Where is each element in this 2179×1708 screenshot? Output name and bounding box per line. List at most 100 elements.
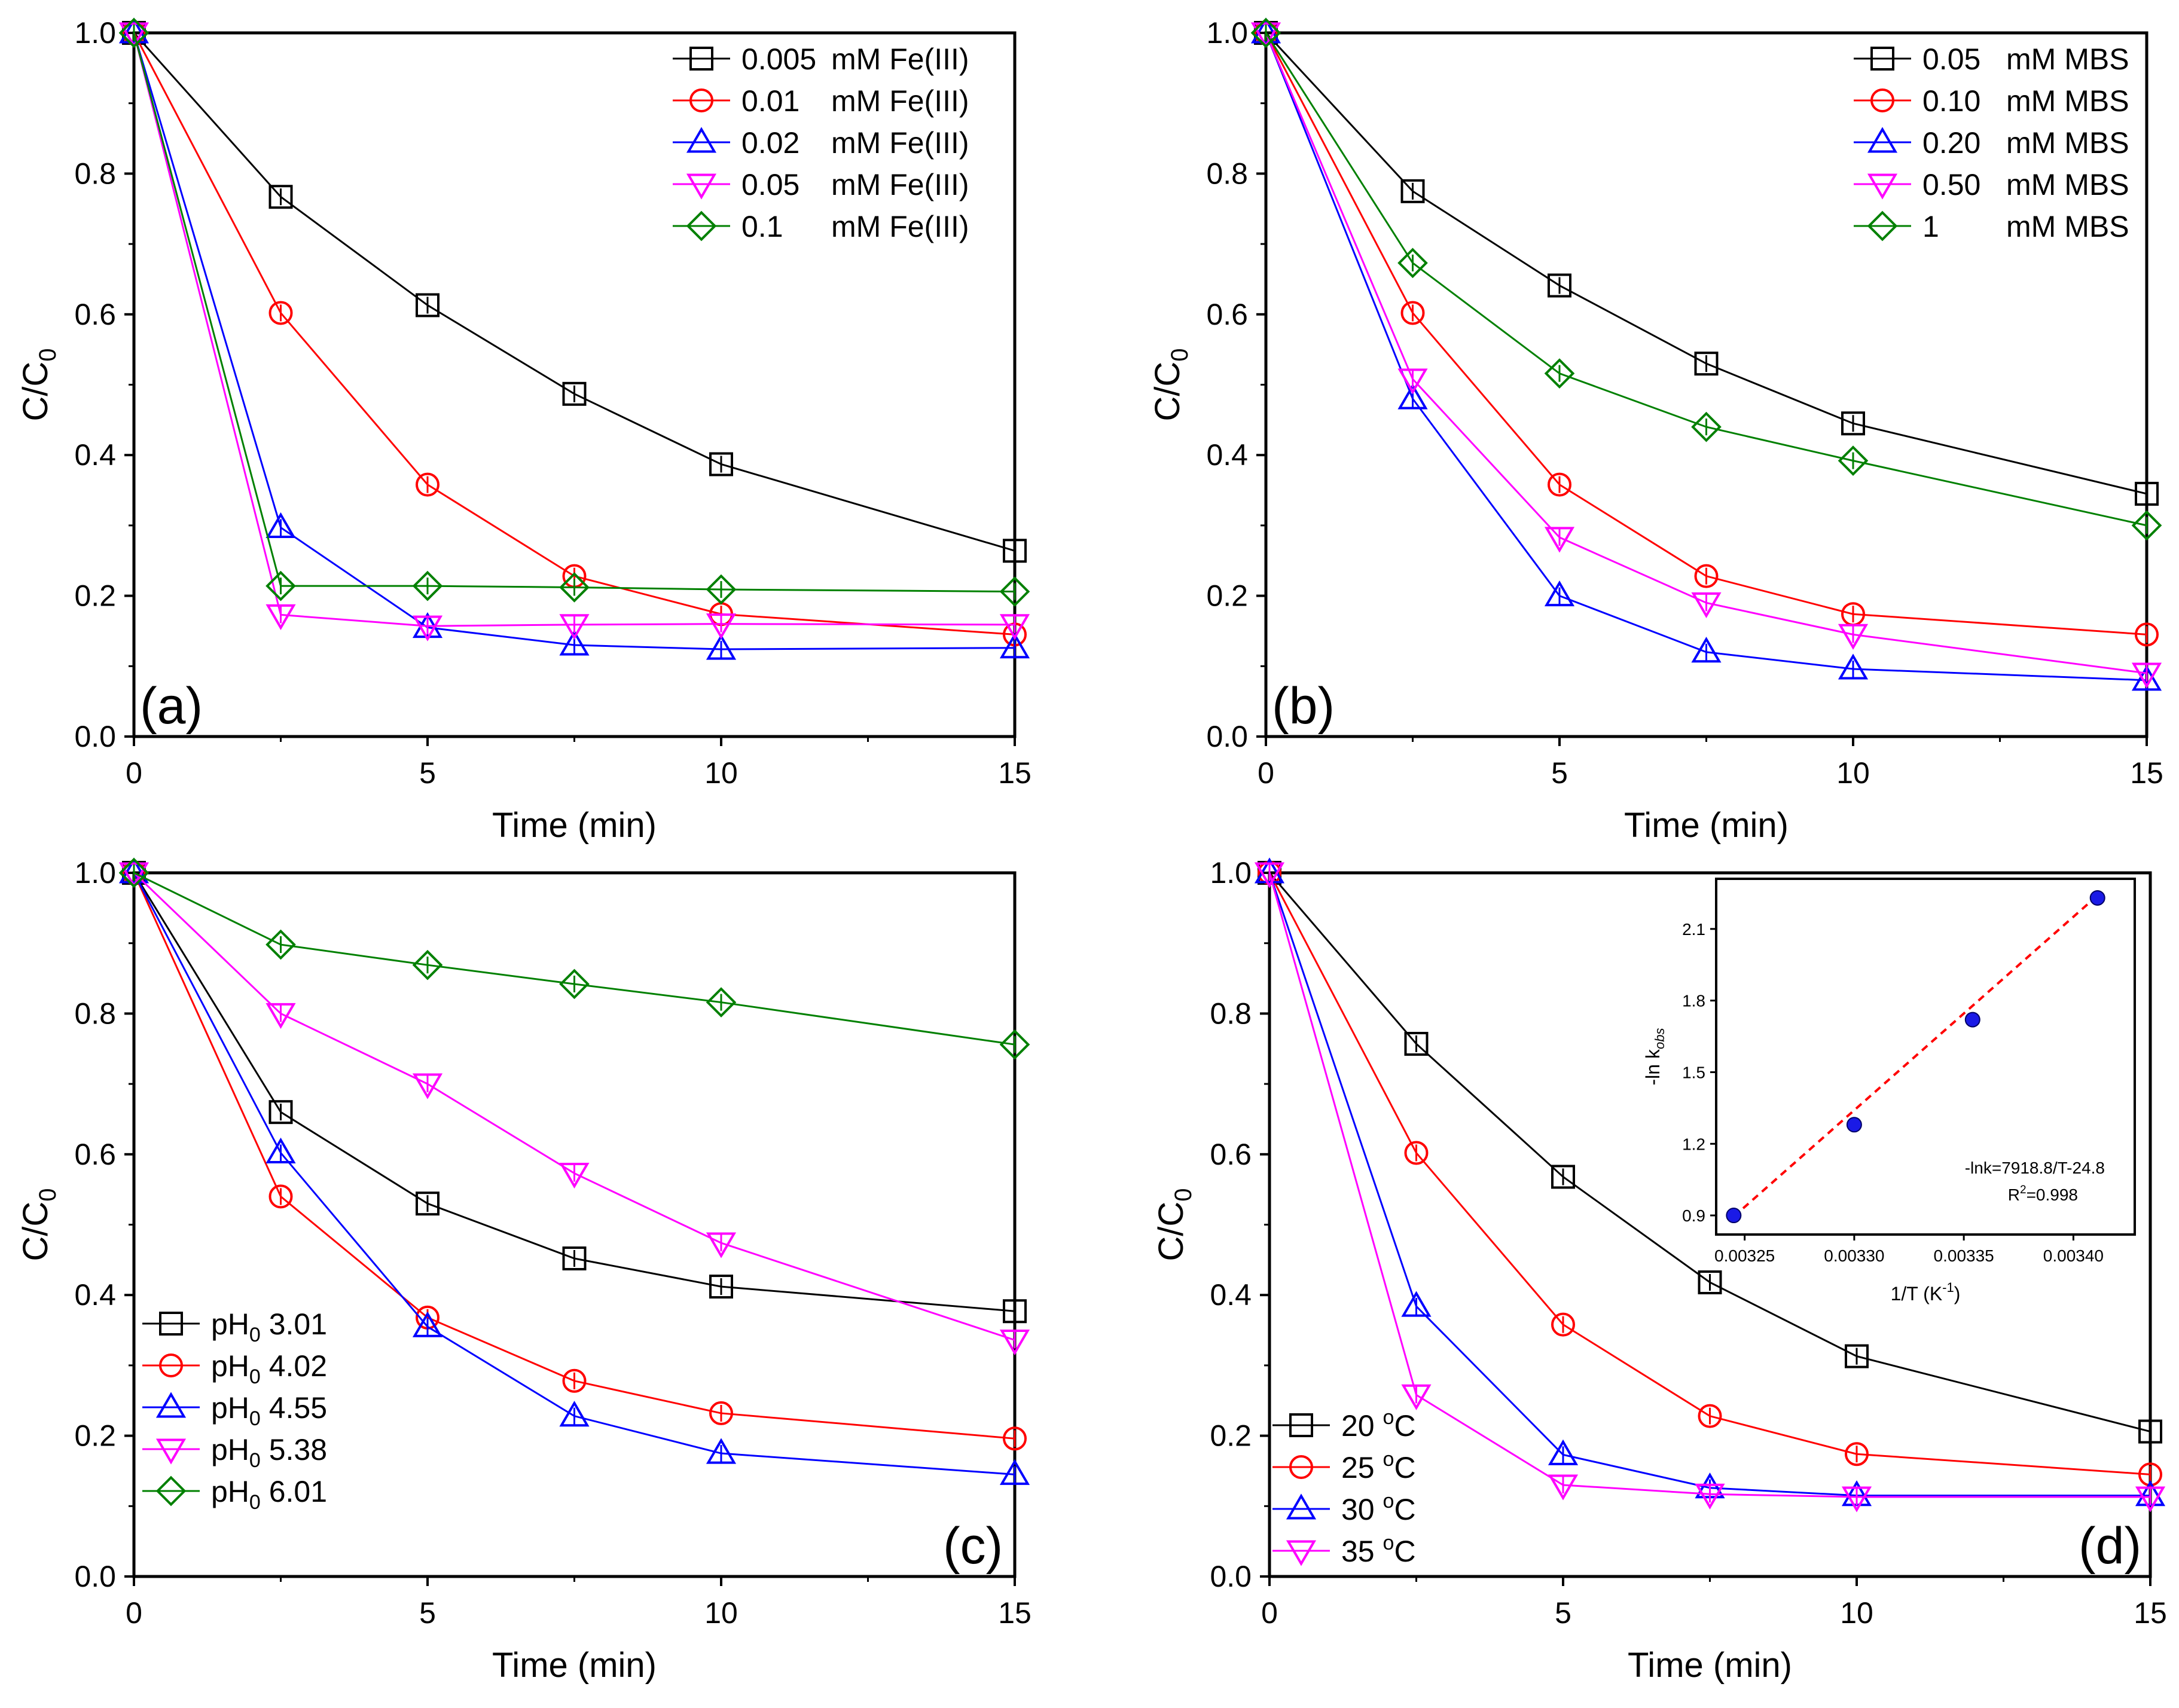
data-point (559, 968, 590, 1000)
x-tick-label: 10 (1836, 756, 1870, 790)
data-point (709, 452, 733, 476)
data-point (265, 1003, 296, 1029)
data-point-shape (265, 570, 296, 601)
data-point (1404, 1141, 1429, 1165)
data-point-shape (118, 17, 149, 44)
data-point (1841, 411, 1865, 436)
data-point-shape (1838, 624, 1869, 650)
data-point (412, 1311, 443, 1337)
legend-marker-shape (686, 127, 717, 153)
legend-marker-shape (689, 88, 713, 112)
legend-unit: C (1394, 1535, 1415, 1568)
legend-label: 0.20 mM MBS (1922, 126, 2129, 160)
data-point-shape (268, 1100, 293, 1125)
legend-marker-shape (159, 1353, 183, 1377)
data-point (416, 1191, 440, 1216)
series-1 (1258, 861, 2162, 1487)
data-point-shape (559, 572, 590, 603)
data-point (1841, 1486, 1872, 1513)
data-point-shape (1698, 1404, 1722, 1428)
series-line (1268, 872, 2150, 1498)
series-1 (1254, 21, 2159, 647)
legend-unit: mM MBS (2006, 126, 2129, 160)
data-point (1838, 445, 1869, 476)
legend-unit: C (1394, 1409, 1415, 1443)
data-point-shape (706, 634, 737, 660)
data-point (999, 614, 1030, 640)
data-point-shape (265, 1003, 296, 1029)
legend-marker (686, 210, 717, 242)
legend-marker (1286, 1493, 1317, 1520)
data-point-shape (1401, 1384, 1432, 1410)
legend-marker (1286, 1540, 1317, 1566)
legend-marker (155, 1392, 187, 1418)
series-0 (122, 861, 1027, 1324)
series-3 (118, 22, 1030, 641)
legend-item: 20 oC (1272, 1406, 1416, 1443)
data-point-shape (1548, 472, 1571, 497)
data-point-shape (1254, 862, 1285, 888)
data-point (1694, 564, 1719, 588)
data-point-shape (1695, 1483, 1725, 1510)
data-point (118, 857, 149, 888)
legend-marker-shape (686, 173, 717, 200)
legend-label: 25 oC (1341, 1448, 1416, 1484)
y-tick-label: 0.4 (74, 1278, 116, 1312)
data-point (2135, 481, 2159, 506)
data-point-shape (1838, 445, 1869, 476)
data-point (268, 301, 293, 325)
x-tick-label: 5 (419, 1596, 436, 1630)
y-axis-label: C/C0 (1148, 348, 1193, 421)
data-point-shape (2131, 510, 2162, 541)
panel-label: (b) (1272, 677, 1335, 735)
data-point (118, 857, 149, 884)
y-axis-label-sub: 0 (35, 348, 61, 361)
inset-equation: -lnk=7918.8/T-24.8 (1965, 1159, 2105, 1177)
legend-item: 0.50 mM MBS (1854, 168, 2129, 201)
series-4 (118, 17, 1030, 607)
series-3 (118, 862, 1030, 1356)
y-axis-label: C/C0 (16, 348, 61, 421)
legend-prefix: pH (211, 1349, 249, 1383)
legend-label: 20 oC (1341, 1406, 1416, 1443)
data-point-shape (1548, 273, 1571, 298)
x-axis-label: Time (min) (1624, 806, 1789, 845)
data-point-shape (118, 862, 149, 888)
data-point-shape (1400, 301, 1425, 325)
data-point (1698, 1404, 1722, 1428)
inset-y-axis-label: -ln kobs (1642, 1028, 1667, 1086)
x-tick-label: 10 (1840, 1596, 1873, 1630)
series-line (1268, 872, 2150, 1497)
legend-item: 35 oC (1272, 1532, 1416, 1568)
legend-prefix: pH (211, 1475, 249, 1508)
inset-y-tick-label: 0.9 (1682, 1206, 1705, 1225)
data-point-shape (1544, 527, 1575, 553)
inset-y-tick-label: 1.8 (1682, 992, 1705, 1010)
data-point-shape (1548, 1474, 1579, 1501)
legend-item: 0.20 mM MBS (1854, 126, 2129, 160)
data-point-shape (268, 185, 293, 209)
data-point-shape (265, 604, 296, 630)
legend-value: 0.1 (741, 210, 783, 243)
data-point (412, 949, 443, 980)
data-point (2131, 665, 2162, 691)
series-3 (1250, 22, 2162, 689)
legend-prefix: pH (211, 1433, 249, 1466)
y-axis-label: C/C0 (1152, 1188, 1197, 1261)
series-line (1268, 872, 2151, 1432)
legend-label: pH0 5.38 (211, 1433, 327, 1472)
legend-item: 0.1 mM Fe(III) (673, 210, 969, 243)
data-point (1003, 539, 1027, 563)
data-point (1845, 1442, 1869, 1466)
data-point (1698, 1270, 1722, 1295)
data-point-shape (2135, 481, 2159, 506)
inset-x-axis-label: 1/T (K-1) (1891, 1280, 1961, 1304)
legend: 0.05 mM MBS 0.10 mM MBS 0.20 mM MBS 0.50 mM MBS… (1854, 42, 2129, 243)
legend-value: 0.05 (1922, 42, 1980, 76)
legend-unit: mM MBS (2006, 210, 2129, 243)
x-tick-label: 15 (998, 1596, 1031, 1630)
data-point-shape (562, 1368, 587, 1393)
data-point (1003, 1299, 1027, 1324)
